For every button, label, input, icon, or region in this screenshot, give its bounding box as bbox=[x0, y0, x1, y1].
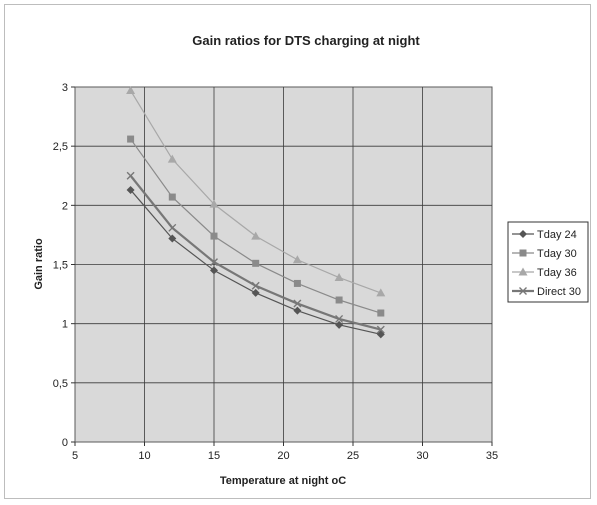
y-tick-label: 0 bbox=[62, 437, 68, 449]
data-point-tday-36 bbox=[292, 255, 302, 264]
data-point-tday-24 bbox=[335, 320, 344, 329]
data-point-tday-24 bbox=[210, 266, 218, 275]
x-tick-label: 15 bbox=[208, 450, 220, 462]
data-point-direct-30 bbox=[126, 171, 135, 180]
data-point-tday-30 bbox=[377, 309, 385, 317]
data-point-tday-30 bbox=[335, 296, 343, 304]
legend-marker-tday-24 bbox=[519, 230, 527, 238]
y-tick-label: 2,5 bbox=[53, 141, 68, 153]
data-point-direct-30 bbox=[376, 325, 385, 334]
data-point-tday-24 bbox=[126, 185, 135, 194]
data-point-tday-24 bbox=[293, 306, 302, 315]
series-tday-36 bbox=[126, 86, 386, 297]
data-point-tday-24 bbox=[168, 234, 177, 243]
y-tick-label: 0,5 bbox=[53, 378, 68, 390]
series-tday-30 bbox=[127, 135, 385, 317]
data-point-tday-30 bbox=[293, 279, 301, 287]
grid-lines bbox=[75, 87, 492, 442]
chart-title: Gain ratios for DTS charging at night bbox=[192, 33, 420, 48]
legend: Tday 24 Tday 30 Tday 36 Direct 30 bbox=[507, 221, 589, 303]
data-point-direct-30 bbox=[335, 314, 344, 323]
series-lines bbox=[126, 86, 386, 339]
x-tick-label: 20 bbox=[277, 450, 289, 462]
series-direct-30 bbox=[126, 171, 385, 334]
x-axis-title: Temperature at night oC bbox=[220, 475, 346, 487]
legend-label-tday-24: Tday 24 bbox=[537, 229, 577, 241]
data-point-tday-36 bbox=[126, 86, 136, 95]
y-axis-ticks: 0 0,5 1 1,5 2 2,5 3 bbox=[53, 82, 75, 449]
data-point-tday-36 bbox=[376, 288, 386, 297]
x-axis-ticks: 5 10 15 20 25 30 35 bbox=[72, 442, 498, 462]
x-tick-label: 30 bbox=[416, 450, 428, 462]
data-point-tday-30 bbox=[168, 193, 176, 201]
x-tick-label: 35 bbox=[486, 450, 498, 462]
data-point-direct-30 bbox=[210, 258, 218, 267]
data-point-tday-36 bbox=[251, 231, 261, 240]
legend-label-tday-36: Tday 36 bbox=[537, 267, 577, 279]
legend-label-direct-30: Direct 30 bbox=[537, 286, 581, 298]
data-point-tday-30 bbox=[252, 259, 260, 267]
data-point-tday-24 bbox=[251, 288, 260, 297]
data-point-tday-36 bbox=[209, 199, 219, 208]
data-point-direct-30 bbox=[168, 223, 177, 232]
data-point-tday-36 bbox=[167, 154, 177, 163]
legend-marker-direct-30 bbox=[519, 287, 527, 295]
legend-marker-tday-36 bbox=[518, 267, 528, 276]
y-tick-label: 1 bbox=[62, 319, 68, 331]
series-tday-24 bbox=[126, 185, 385, 339]
y-axis-title: Gain ratio bbox=[33, 238, 45, 290]
x-tick-label: 25 bbox=[347, 450, 359, 462]
legend-marker-tday-30 bbox=[519, 249, 527, 257]
data-point-tday-30 bbox=[127, 135, 135, 143]
y-tick-label: 2 bbox=[62, 200, 68, 212]
data-point-direct-30 bbox=[251, 281, 260, 290]
data-point-tday-36 bbox=[334, 273, 344, 282]
data-point-direct-30 bbox=[293, 299, 302, 308]
y-tick-label: 1,5 bbox=[53, 260, 68, 272]
x-tick-label: 10 bbox=[138, 450, 150, 462]
legend-label-tday-30: Tday 30 bbox=[537, 248, 577, 260]
y-tick-label: 3 bbox=[62, 82, 68, 94]
x-tick-label: 5 bbox=[72, 450, 78, 462]
data-point-tday-30 bbox=[210, 232, 218, 240]
